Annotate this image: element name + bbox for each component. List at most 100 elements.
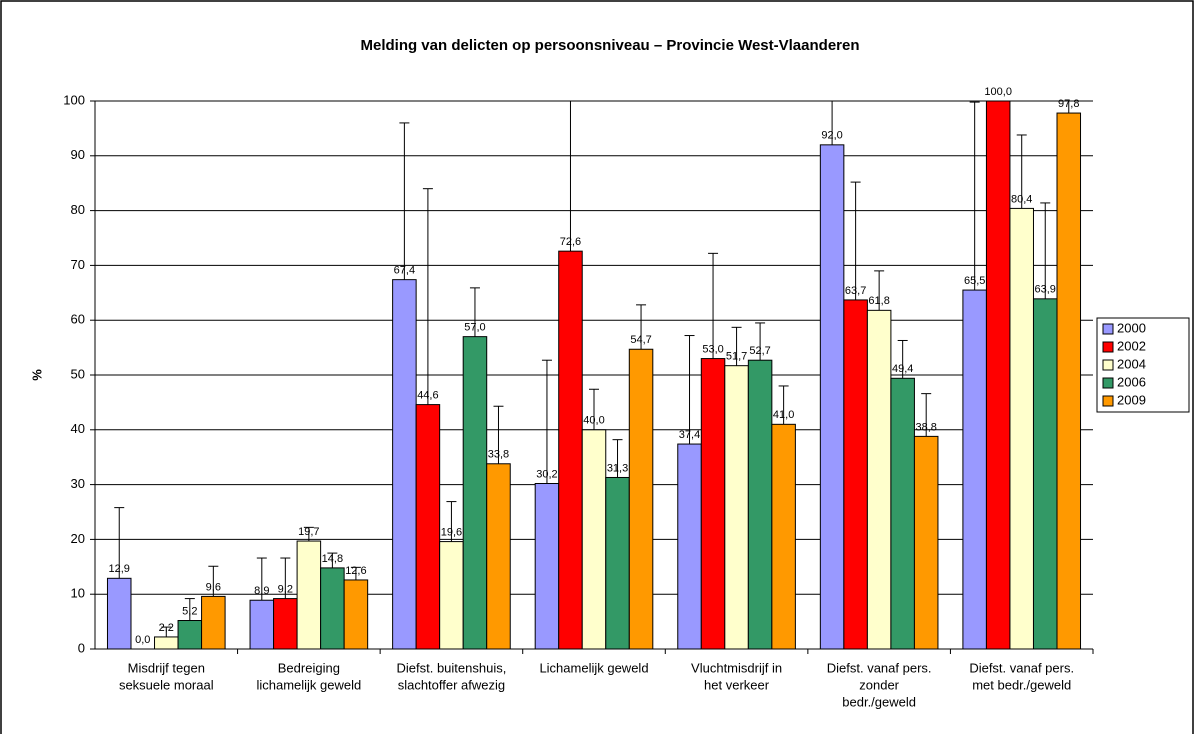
legend-label: 2009	[1117, 392, 1146, 407]
value-label: 19,6	[441, 526, 462, 538]
value-label: 54,7	[630, 334, 651, 346]
x-tick-label: slachtoffer afwezig	[398, 677, 505, 692]
bar	[1032, 298, 1058, 650]
value-label: 52,7	[749, 345, 770, 357]
x-tick-label: bedr./geweld	[842, 694, 916, 709]
value-label: 31,3	[607, 462, 628, 474]
value-label: 51,7	[726, 351, 747, 363]
bar	[724, 365, 749, 650]
bar	[249, 599, 275, 650]
y-tick-label: 90	[71, 147, 85, 162]
value-label: 9,2	[278, 583, 293, 595]
bar	[628, 348, 654, 650]
value-label: 80,4	[1011, 193, 1032, 205]
bar	[534, 483, 560, 650]
value-label: 61,8	[868, 295, 889, 307]
bar	[486, 463, 511, 650]
x-tick-label: het verkeer	[704, 677, 770, 692]
value-label: 30,2	[536, 468, 557, 480]
value-label: 63,9	[1035, 284, 1056, 296]
y-tick-label: 70	[71, 257, 85, 272]
x-tick-label: Diefst. vanaf pers.	[827, 660, 932, 675]
x-tick-label: Lichamelijk geweld	[539, 660, 648, 675]
bar	[819, 144, 845, 650]
x-tick-label: seksuele moraal	[119, 677, 214, 692]
legend-label: 2000	[1117, 320, 1146, 335]
value-label: 65,5	[964, 275, 985, 287]
bar	[677, 443, 702, 650]
bar	[747, 359, 773, 650]
value-label: 38,8	[915, 421, 936, 433]
legend-swatch	[1102, 359, 1114, 371]
value-label: 97,8	[1058, 98, 1079, 110]
bar	[1009, 207, 1034, 650]
value-label: 40,0	[583, 415, 604, 427]
value-label: 12,6	[345, 565, 366, 577]
value-label: 41,0	[773, 409, 794, 421]
legend-swatch	[1102, 323, 1114, 335]
x-tick-label: Bedreiging	[278, 660, 340, 675]
value-label: 67,4	[394, 265, 415, 277]
y-tick-label: 50	[71, 366, 85, 381]
bar	[392, 279, 417, 650]
value-label: 14,8	[322, 553, 343, 565]
bar	[866, 309, 892, 650]
bar	[177, 620, 203, 650]
value-label: 19,7	[298, 526, 319, 538]
legend-swatch	[1102, 377, 1114, 389]
value-label: 0,0	[135, 634, 150, 646]
bar	[439, 541, 464, 650]
bar	[558, 250, 583, 650]
y-tick-label: 20	[71, 531, 85, 546]
x-tick-label: Vluchtmisdrijf in	[691, 660, 782, 675]
value-label: 12,9	[109, 563, 130, 575]
value-label: 49,4	[892, 363, 913, 375]
value-label: 2,2	[159, 622, 174, 634]
chart-title: Melding van delicten op persoonsniveau –…	[360, 37, 859, 54]
value-label: 63,7	[845, 285, 866, 297]
x-tick-label: Diefst. buitenshuis,	[397, 660, 507, 675]
bar	[581, 429, 607, 650]
bar	[890, 377, 915, 650]
value-label: 8,9	[254, 585, 269, 597]
bar	[962, 289, 987, 650]
value-label: 92,0	[821, 130, 842, 142]
bar	[843, 299, 868, 650]
y-axis-label: %	[29, 369, 44, 381]
value-label: 37,4	[679, 429, 700, 441]
y-tick-label: 40	[71, 421, 85, 436]
x-tick-label: Diefst. vanaf pers.	[969, 660, 1074, 675]
value-label: 53,0	[702, 343, 723, 355]
bar	[462, 336, 488, 650]
bar	[1056, 112, 1082, 650]
bar	[985, 100, 1011, 650]
value-label: 72,6	[560, 236, 581, 248]
y-tick-label: 10	[71, 586, 85, 601]
legend-label: 2006	[1117, 374, 1146, 389]
value-label: 100,0	[984, 86, 1012, 98]
bar	[605, 476, 630, 650]
bar	[154, 636, 179, 650]
value-label: 9,6	[206, 581, 221, 593]
x-tick-label: lichamelijk geweld	[256, 677, 361, 692]
legend-label: 2002	[1117, 338, 1146, 353]
bar	[201, 595, 226, 650]
bar	[415, 404, 441, 650]
bar	[771, 423, 796, 650]
x-tick-label: zonder	[859, 677, 899, 692]
bar	[320, 567, 345, 650]
y-tick-label: 0	[78, 640, 85, 655]
bar	[273, 598, 298, 650]
value-label: 33,8	[488, 449, 509, 461]
y-tick-label: 60	[71, 312, 85, 327]
bar	[296, 540, 322, 650]
value-label: 44,6	[417, 389, 438, 401]
x-tick-label: met bedr./geweld	[972, 677, 1071, 692]
y-tick-label: 80	[71, 202, 85, 217]
value-label: 5,2	[182, 605, 197, 617]
legend-label: 2004	[1117, 356, 1146, 371]
y-tick-label: 30	[71, 476, 85, 491]
x-tick-label: Misdrijf tegen	[128, 660, 205, 675]
